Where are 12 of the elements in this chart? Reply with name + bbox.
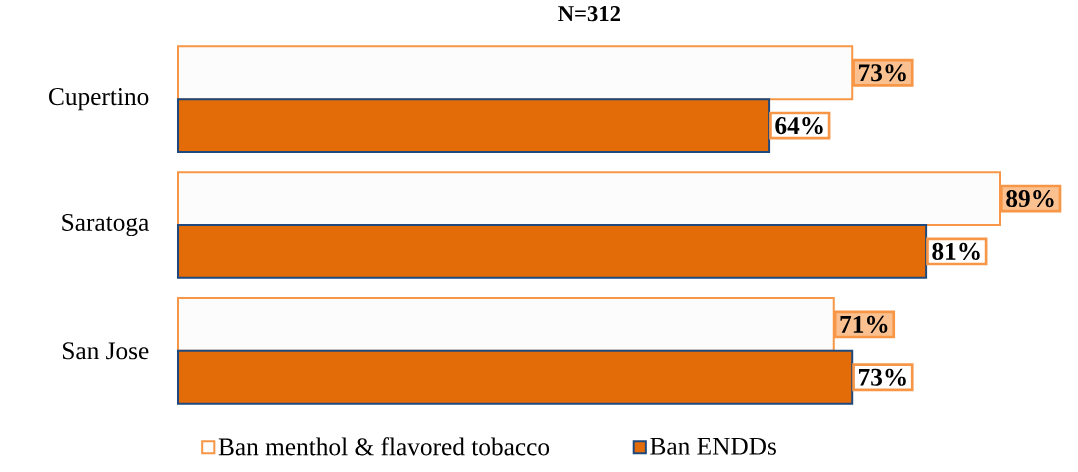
- data-label: 71%: [840, 315, 888, 333]
- data-label: 89%: [1006, 190, 1054, 208]
- data-label: 81%: [932, 242, 980, 261]
- y-tick-label: Saratoga: [62, 213, 149, 237]
- data-label: 73%: [859, 64, 906, 82]
- legend-label: Ban ENDDs: [650, 437, 776, 455]
- data-label: 64%: [775, 117, 823, 135]
- y-tick-label: Cupertino: [49, 88, 149, 111]
- legend-label: Ban menthol & flavored tobacco: [218, 437, 550, 456]
- data-label: 73%: [859, 368, 906, 386]
- y-tick-label: San Jose: [63, 342, 149, 360]
- chart-title: N=312: [558, 6, 620, 22]
